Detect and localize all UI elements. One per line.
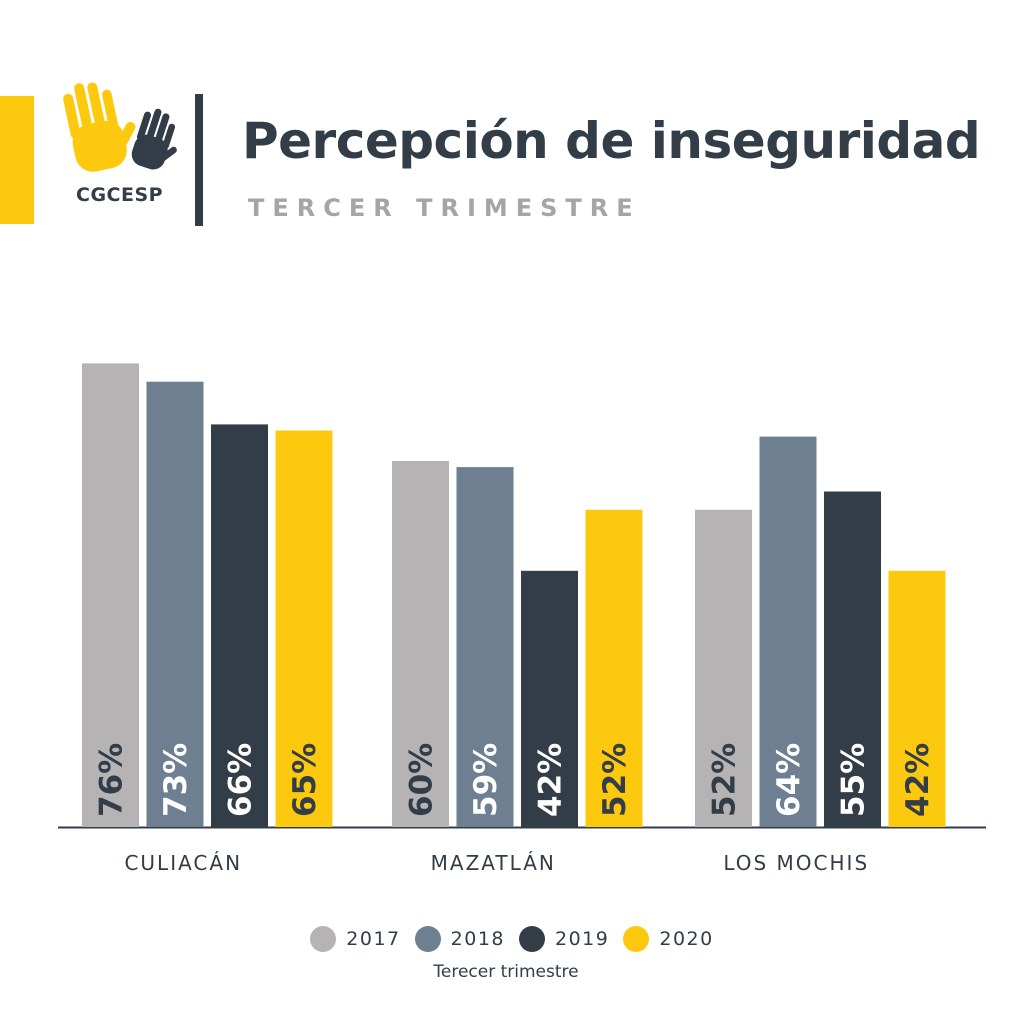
side-accent-bar (0, 96, 34, 224)
category-label-2: LOS MOCHIS (723, 851, 869, 875)
cgcesp-logo: CGCESP (50, 78, 190, 208)
data-label-2019-2: 55% (836, 743, 872, 817)
chart-legend: 2017 2018 2019 2020 (0, 926, 1024, 952)
legend-item-2019: 2019 (519, 926, 609, 952)
data-label-2018-0: 73% (158, 743, 194, 817)
legend-item-2018: 2018 (414, 926, 505, 952)
bar-2017-1 (392, 461, 449, 827)
data-label-2020-0: 65% (287, 743, 323, 817)
data-label-2018-2: 64% (771, 743, 807, 817)
bar-2018-2 (759, 436, 817, 827)
legend-label: 2017 (346, 928, 401, 950)
data-label-2020-2: 42% (900, 743, 936, 817)
logo-text: CGCESP (76, 184, 163, 206)
data-label-2017-0: 76% (94, 743, 130, 817)
category-label-0: CULIACÁN (124, 851, 242, 875)
hands-icon (63, 82, 177, 172)
bar-2020-0 (275, 430, 333, 827)
legend-dot-icon (310, 926, 337, 952)
data-label-2019-1: 42% (533, 743, 569, 817)
bar-2020-2 (888, 570, 946, 827)
bar-chart: 76% 73% 66% 65% CULIACÁN 60% 59% 42% 52% MAZATLÁN… (58, 363, 986, 875)
bar-2019-0 (211, 424, 268, 827)
bar-2019-2 (824, 491, 881, 827)
page-subtitle: TERCER TRIMESTRE (248, 194, 641, 222)
legend-label: 2020 (659, 928, 714, 950)
bar-2017-0 (82, 363, 139, 827)
legend-label: 2018 (450, 928, 505, 950)
data-label-2018-1: 59% (468, 743, 504, 817)
legend-item-2020: 2020 (623, 926, 713, 952)
legend-dot-icon (414, 926, 441, 952)
legend-item-2017: 2017 (310, 926, 400, 952)
data-label-2017-1: 60% (404, 743, 440, 817)
bar-2018-1 (456, 467, 514, 827)
data-label-2017-2: 52% (707, 743, 743, 817)
bar-2017-2 (695, 509, 752, 827)
legend-dot-icon (623, 926, 650, 952)
category-label-1: MAZATLÁN (431, 851, 556, 875)
logo-text-cg: CG (76, 184, 107, 206)
bar-2018-0 (146, 381, 204, 827)
logo-text-cesp: CESP (106, 184, 164, 206)
legend-label: 2019 (555, 928, 610, 950)
chart-footnote: Terecer trimestre (433, 962, 579, 982)
header-divider (195, 94, 203, 226)
bar-2019-1 (521, 570, 578, 827)
page-title: Percepción de inseguridad (242, 112, 981, 170)
data-label-2019-0: 66% (223, 743, 259, 817)
data-label-2020-1: 52% (597, 743, 633, 817)
legend-dot-icon (519, 926, 545, 952)
bar-2020-1 (585, 509, 643, 827)
